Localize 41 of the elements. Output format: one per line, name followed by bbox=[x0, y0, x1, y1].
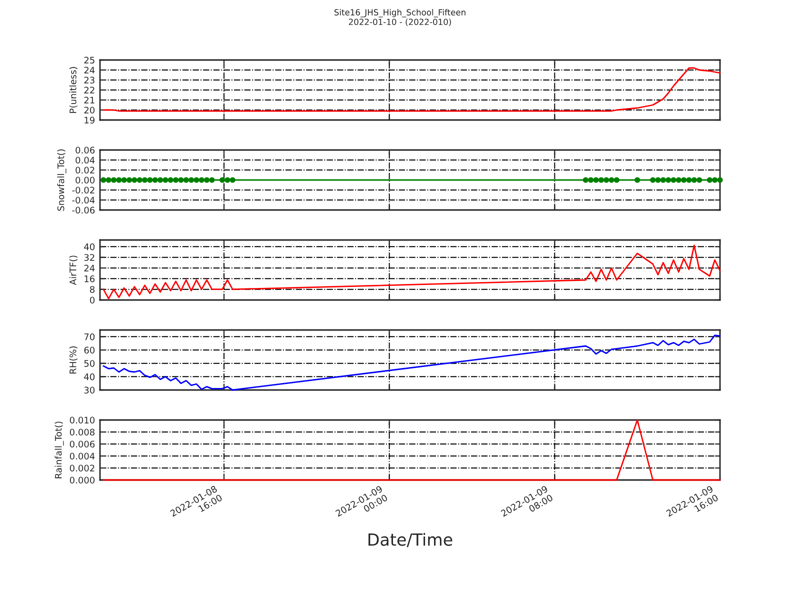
y-tick-label: 0.02 bbox=[76, 166, 94, 174]
chart-title: Site16_JHS_High_School_Fifteen 2022-01-10 - (2022-010) bbox=[334, 9, 466, 26]
y-tick-label: 24 bbox=[84, 66, 95, 74]
y-tick-label: 24 bbox=[84, 264, 95, 272]
line-series bbox=[102, 334, 721, 391]
line-series bbox=[102, 244, 721, 300]
y-tick-label: 19 bbox=[84, 116, 95, 124]
y-tick-label: -0.04 bbox=[72, 196, 95, 204]
line-series bbox=[102, 67, 721, 112]
y-tick-label: 21 bbox=[84, 96, 94, 104]
y-tick-label: 22 bbox=[84, 86, 94, 94]
y-axis-title: Rainfall_Tot() bbox=[54, 422, 64, 478]
y-tick-label: 0.010 bbox=[70, 416, 95, 424]
y-tick-label: 0.00 bbox=[76, 176, 95, 184]
y-tick-label: 0.000 bbox=[70, 476, 95, 484]
y-tick-label: 40 bbox=[84, 243, 95, 250]
y-axis-title: Snowfall_Tot() bbox=[57, 149, 66, 211]
y-tick-label: 0.06 bbox=[76, 146, 95, 154]
y-tick-label: 0.008 bbox=[70, 428, 95, 436]
y-tick-label: 0 bbox=[90, 296, 95, 304]
y-tick-label: 60 bbox=[84, 346, 95, 354]
y-tick-label: 0.006 bbox=[70, 440, 95, 448]
y-tick-label: 0.004 bbox=[70, 452, 95, 460]
y-axis-title: RH(%) bbox=[69, 346, 78, 374]
y-axis-title: P(unitless) bbox=[69, 67, 78, 113]
y-tick-label: 50 bbox=[84, 360, 95, 367]
y-tick-label: 0.04 bbox=[76, 156, 95, 164]
y-tick-label: -0.06 bbox=[72, 206, 95, 214]
y-tick-label: 30 bbox=[84, 386, 95, 394]
y-tick-label: 8 bbox=[90, 286, 95, 293]
y-tick-label: 40 bbox=[84, 373, 95, 380]
y-tick-label: -0.02 bbox=[72, 186, 94, 194]
y-tick-label: 32 bbox=[84, 254, 94, 261]
y-tick-label: 23 bbox=[84, 76, 94, 84]
y-tick-label: 25 bbox=[84, 56, 94, 64]
y-tick-label: 0.002 bbox=[70, 464, 94, 472]
y-tick-label: 70 bbox=[84, 333, 95, 340]
y-tick-label: 20 bbox=[84, 106, 95, 114]
y-tick-label: 16 bbox=[84, 275, 95, 282]
x-axis-title: Date/Time bbox=[368, 532, 452, 548]
y-axis-title: AirTF() bbox=[69, 256, 78, 285]
